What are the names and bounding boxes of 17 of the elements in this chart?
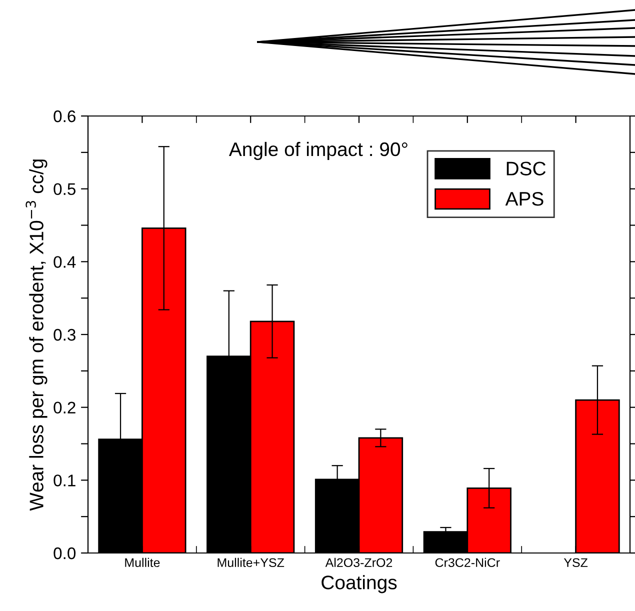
- legend-label: APS: [505, 192, 544, 206]
- y-tick-label: 0.1: [54, 474, 76, 486]
- x-tick-label: YSZ: [564, 558, 588, 568]
- x-tick-label: Mullite+YSZ: [218, 558, 284, 568]
- x-tick-label: Cr3C2-NiCr: [435, 558, 500, 568]
- y-tick-label: 0.4: [54, 256, 76, 268]
- legend-label: DSC: [506, 162, 546, 176]
- x-axis-title: Coatings: [322, 575, 397, 594]
- y-tick-label: 0.6: [54, 110, 76, 122]
- x-tick-label: Mullite: [125, 558, 160, 568]
- x-tick-label: Al2O3-ZrO2: [325, 558, 392, 568]
- annotation: Angle of impact : 90°: [228, 142, 408, 160]
- y-axis-title: Wear loss per gm of erodent, X10$^{−3}$ cc/g: [26, 160, 48, 511]
- y-tick-label: 0.0: [54, 547, 76, 560]
- y-tick-label: 0.2: [54, 402, 76, 414]
- y-tick-label: 0.3: [54, 328, 76, 341]
- y-tick-label: 0.5: [54, 183, 76, 196]
